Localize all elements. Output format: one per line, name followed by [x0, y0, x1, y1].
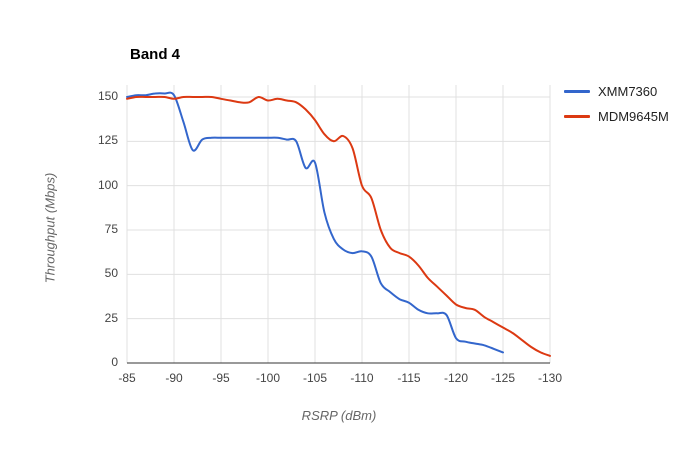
x-tick-label: -100: [255, 371, 281, 385]
legend-item-mdm9645m: MDM9645M: [564, 109, 669, 124]
y-tick-label: 75: [104, 222, 118, 236]
x-tick-label: -110: [350, 371, 374, 385]
x-tick-label: -130: [537, 371, 563, 385]
chart-title: Band 4: [130, 46, 181, 63]
y-tick-label: 50: [104, 266, 118, 281]
x-tick-label: -95: [212, 371, 230, 385]
x-axis-title: RSRP (dBm): [301, 408, 377, 423]
y-tick-label: 0: [111, 355, 118, 369]
y-tick-label: 25: [104, 310, 118, 325]
series-line-mdm9645m: [126, 95, 551, 357]
legend-item-xmm7360: XMM7360: [564, 84, 669, 99]
legend-line-swatch-red: [564, 115, 590, 118]
y-tick-label: 100: [97, 177, 118, 192]
legend-label: MDM9645M: [598, 109, 669, 124]
legend-line-swatch-blue: [564, 90, 590, 93]
series-line-xmm7360: [126, 91, 504, 354]
x-tick-label: -115: [397, 371, 421, 385]
y-tick-label: 150: [97, 89, 118, 103]
x-tick-label: -120: [443, 371, 469, 385]
legend: XMM7360 MDM9645M: [564, 84, 669, 134]
legend-label: XMM7360: [598, 84, 658, 99]
y-tick-label: 125: [97, 133, 118, 148]
x-tick-label: -125: [490, 371, 516, 385]
x-tick-label: -90: [165, 371, 183, 385]
x-tick-label: -85: [118, 371, 136, 385]
x-tick-label: -105: [302, 371, 328, 385]
